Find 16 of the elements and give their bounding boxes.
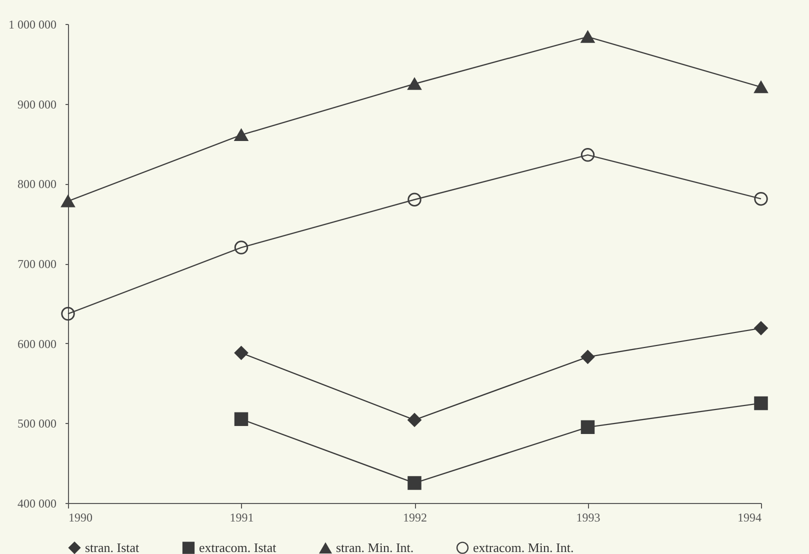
y-tick-label: 1 000 000 [8, 18, 56, 32]
legend-label: stran. Min. Int. [336, 540, 414, 554]
x-tick-label: 1993 [576, 510, 600, 524]
x-tick-label: 1990 [68, 510, 92, 524]
legend-label: extracom. Istat [199, 540, 277, 554]
legend-label: stran. Istat [85, 540, 140, 554]
y-tick-label: 800 000 [18, 177, 56, 192]
x-tick-label: 1994 [738, 510, 762, 524]
y-tick-label: 700 000 [18, 257, 56, 271]
legend-label: extracom. Min. Int. [473, 540, 574, 554]
y-tick-label: 500 000 [18, 416, 56, 431]
y-tick-label: 400 000 [18, 496, 56, 510]
x-tick-label: 1992 [403, 510, 427, 524]
y-tick-label: 600 000 [18, 336, 56, 351]
y-tick-label: 900 000 [18, 97, 56, 112]
x-tick-label: 1991 [230, 510, 254, 524]
